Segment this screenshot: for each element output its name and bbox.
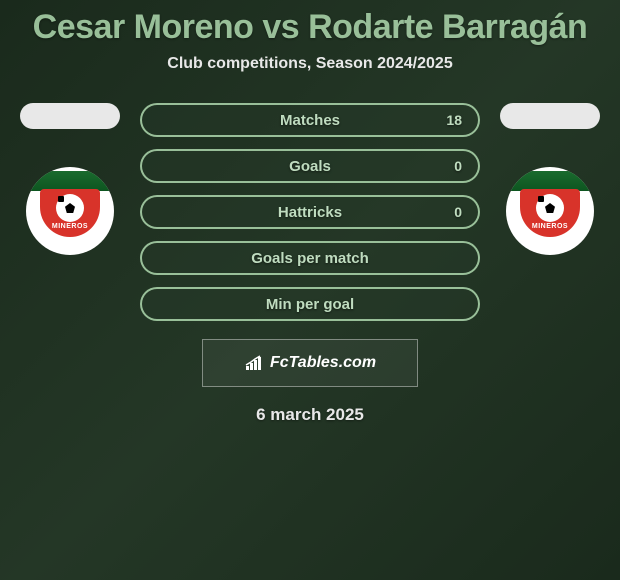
team-badge-inner: MINEROS bbox=[510, 171, 590, 251]
subtitle: Club competitions, Season 2024/2025 bbox=[167, 55, 452, 73]
stats-center: Matches 18 Goals 0 Hattricks 0 Goals per… bbox=[140, 103, 480, 321]
badge-top-stripe bbox=[30, 171, 110, 191]
team-badge-inner: MINEROS bbox=[30, 171, 110, 251]
stat-value-right: 0 bbox=[454, 158, 462, 174]
stats-area: MINEROS Matches 18 Goals 0 Hattricks 0 G… bbox=[0, 103, 620, 321]
stat-label: Goals bbox=[289, 158, 331, 175]
team-badge-right: MINEROS bbox=[506, 167, 594, 255]
stat-row-matches: Matches 18 bbox=[140, 103, 480, 137]
player-avatar-left bbox=[20, 103, 120, 129]
soccer-ball-icon bbox=[56, 194, 84, 222]
badge-shield: MINEROS bbox=[40, 189, 100, 237]
date-text: 6 march 2025 bbox=[256, 405, 364, 425]
stat-row-min-per-goal: Min per goal bbox=[140, 287, 480, 321]
stat-label: Matches bbox=[280, 112, 340, 129]
team-badge-left: MINEROS bbox=[26, 167, 114, 255]
badge-text: MINEROS bbox=[52, 223, 88, 230]
badge-shield: MINEROS bbox=[520, 189, 580, 237]
watermark[interactable]: FcTables.com bbox=[202, 339, 418, 387]
soccer-ball-icon bbox=[536, 194, 564, 222]
stat-label: Hattricks bbox=[278, 204, 342, 221]
stat-value-right: 18 bbox=[446, 112, 462, 128]
badge-top-stripe bbox=[510, 171, 590, 191]
stat-label: Goals per match bbox=[251, 250, 369, 267]
page-title: Cesar Moreno vs Rodarte Barragán bbox=[33, 8, 588, 47]
badge-text: MINEROS bbox=[532, 223, 568, 230]
stat-row-hattricks: Hattricks 0 bbox=[140, 195, 480, 229]
player-left: MINEROS bbox=[20, 103, 120, 255]
stat-row-goals-per-match: Goals per match bbox=[140, 241, 480, 275]
stat-label: Min per goal bbox=[266, 296, 354, 313]
chart-icon bbox=[244, 354, 264, 372]
stat-row-goals: Goals 0 bbox=[140, 149, 480, 183]
watermark-text: FcTables.com bbox=[270, 354, 376, 372]
stat-value-right: 0 bbox=[454, 204, 462, 220]
player-right: MINEROS bbox=[500, 103, 600, 255]
main-container: Cesar Moreno vs Rodarte Barragán Club co… bbox=[0, 0, 620, 580]
player-avatar-right bbox=[500, 103, 600, 129]
